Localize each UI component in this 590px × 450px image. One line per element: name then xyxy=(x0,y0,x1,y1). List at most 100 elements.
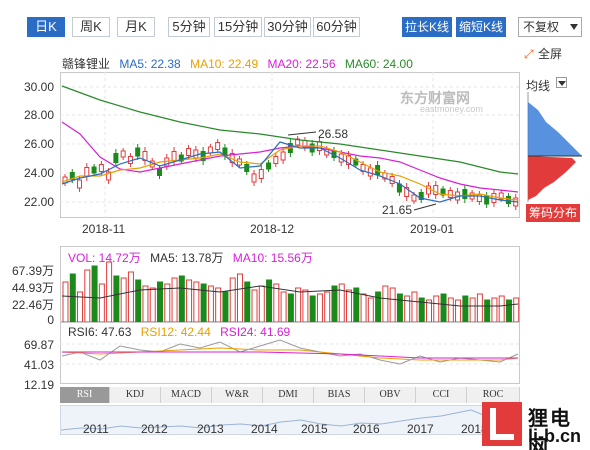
tab-daily-k[interactable]: 日K xyxy=(27,17,65,37)
volume-bar xyxy=(505,299,512,322)
volume-bar xyxy=(447,297,454,322)
chip-distribution-button[interactable]: 筹码分布 xyxy=(526,204,580,222)
rsi-chart[interactable] xyxy=(60,322,520,384)
price-axis-label: 24.00 xyxy=(23,166,54,180)
volume-bar xyxy=(164,283,171,322)
volume-bar xyxy=(324,291,331,322)
volume-chart[interactable] xyxy=(60,246,520,322)
high-pointer xyxy=(287,131,317,136)
tab-60min[interactable]: 60分钟 xyxy=(313,17,360,37)
eastmoney-url-watermark: eastmoney.com xyxy=(420,104,483,114)
tab-5min[interactable]: 5分钟 xyxy=(168,17,210,37)
date-axis-label: 2018-12 xyxy=(250,222,295,236)
tab-rsi[interactable]: RSI xyxy=(60,387,110,403)
price-chart[interactable]: 26.58 21.65 xyxy=(60,72,520,218)
rsi-axis-label: 12.19 xyxy=(23,378,54,392)
timeline-sparkline xyxy=(61,406,519,434)
volume-bar xyxy=(69,273,76,322)
adjust-select[interactable]: 不复权 xyxy=(518,17,582,37)
ma20-line xyxy=(61,121,519,193)
candle-body xyxy=(447,190,453,198)
volume-bar xyxy=(302,289,309,322)
rsi6-line xyxy=(61,339,519,365)
candle-body xyxy=(404,187,410,197)
legend-vol-ma5: MA5: 13.78万 xyxy=(150,251,224,265)
tab-kdj[interactable]: KDJ xyxy=(110,387,161,403)
volume-bar xyxy=(91,265,98,322)
toolbar: 日K 周K 月K 5分钟 15分钟 30分钟 60分钟 拉长K线 缩短K线 不复… xyxy=(0,0,590,42)
candle-body xyxy=(505,196,511,204)
timeline-year: 2017 xyxy=(407,422,434,436)
volume-bar xyxy=(266,279,273,322)
fullscreen-button[interactable]: ⤢ 全屏 xyxy=(524,45,562,62)
volume-bar xyxy=(425,299,432,322)
ma5-line xyxy=(61,141,519,203)
ma-select-label: 均线 xyxy=(526,79,551,93)
tab-roc[interactable]: ROC xyxy=(467,387,520,403)
stock-name: 赣锋锂业 xyxy=(62,57,111,71)
logo-mark-icon xyxy=(482,402,522,446)
volume-bar xyxy=(229,277,236,322)
tab-dmi[interactable]: DMI xyxy=(263,387,314,403)
candle-body xyxy=(273,156,279,164)
ma-select-toggle[interactable] xyxy=(556,77,567,88)
legend-ma60: MA60: 24.00 xyxy=(344,57,413,71)
tab-cci[interactable]: CCI xyxy=(416,387,467,403)
volume-bar xyxy=(222,291,229,322)
candle-body xyxy=(178,154,184,162)
candle-body xyxy=(418,192,424,200)
tab-wr[interactable]: W&R xyxy=(212,387,263,403)
low-pointer xyxy=(413,203,437,211)
volume-bar xyxy=(273,283,280,322)
tab-macd[interactable]: MACD xyxy=(161,387,212,403)
volume-bar xyxy=(382,285,389,322)
volume-bar xyxy=(476,293,483,322)
volume-bar xyxy=(84,269,91,322)
stretch-k-button[interactable]: 拉长K线 xyxy=(402,17,452,37)
volume-bar xyxy=(193,281,200,322)
candle-body xyxy=(120,150,126,158)
timeline-navigator[interactable]: 2011 2012 2013 2014 2015 2016 2017 2018 xyxy=(60,405,520,436)
volume-bar xyxy=(258,285,265,322)
candle-body xyxy=(440,188,446,196)
candle-body xyxy=(425,185,431,195)
price-chart-frame xyxy=(60,72,520,218)
tab-30min[interactable]: 30分钟 xyxy=(264,17,311,37)
candle-body xyxy=(484,195,490,205)
chevron-down-icon xyxy=(570,24,578,30)
candle-body xyxy=(91,166,97,174)
candle-body xyxy=(266,162,272,170)
timeline-year: 2014 xyxy=(251,422,278,436)
volume-bar xyxy=(295,287,302,322)
tab-obv[interactable]: OBV xyxy=(365,387,416,403)
shrink-k-button[interactable]: 缩短K线 xyxy=(456,17,506,37)
volume-bar xyxy=(178,275,185,322)
volume-bar xyxy=(309,295,316,322)
candle-body xyxy=(258,169,264,179)
legend-ma10: MA10: 22.49 xyxy=(190,57,259,71)
tab-bias[interactable]: BIAS xyxy=(314,387,365,403)
candle-body xyxy=(346,155,352,165)
volume-bar xyxy=(375,291,382,322)
tab-monthly-k[interactable]: 月K xyxy=(117,17,155,37)
volume-bar xyxy=(353,287,360,322)
volume-bar xyxy=(440,293,447,322)
candle-body xyxy=(157,168,163,176)
candle-body xyxy=(98,164,104,172)
rsi-axis-label: 41.03 xyxy=(23,358,54,372)
ma60-line xyxy=(61,85,519,175)
volume-bars xyxy=(62,261,520,322)
candle-body xyxy=(353,158,359,166)
eastmoney-watermark: 东方财富网 xyxy=(400,90,470,106)
date-axis-label: 2019-01 xyxy=(410,222,455,236)
candle-body xyxy=(462,189,468,199)
tab-weekly-k[interactable]: 周K xyxy=(72,17,110,37)
volume-bar xyxy=(418,297,425,322)
candle-body xyxy=(113,153,119,163)
volume-bar xyxy=(98,283,105,322)
volume-bar xyxy=(433,295,440,322)
legend-vol: VOL: 14.72万 xyxy=(68,251,141,265)
price-axis-label: 22.00 xyxy=(23,195,54,209)
tab-15min[interactable]: 15分钟 xyxy=(214,17,262,37)
candle-body xyxy=(171,151,177,161)
